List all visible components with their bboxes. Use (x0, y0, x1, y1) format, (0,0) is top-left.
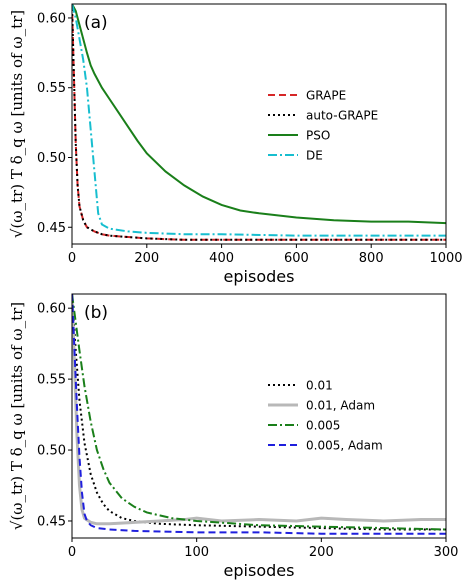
series-line-0-005 (72, 294, 446, 531)
plot-frame (71, 293, 447, 539)
x-tick-label: 400 (209, 251, 234, 266)
series-line-pso (72, 4, 446, 225)
panel-label: (b) (84, 303, 108, 323)
x-tick-label: 200 (309, 545, 334, 560)
y-tick-label: 0.55 (37, 81, 66, 96)
y-tick-label: 0.50 (37, 444, 66, 459)
y-axis-label: √(ω_tr) T δ_q ω [units of ω_tr] (8, 302, 26, 530)
legend-entry: GRAPE (306, 89, 346, 103)
y-tick-label: 0.45 (37, 221, 66, 236)
y-tick-label: 0.45 (37, 514, 66, 529)
x-tick-label: 800 (359, 251, 384, 266)
x-tick-label: 300 (434, 545, 459, 560)
series-line-de (72, 4, 446, 237)
x-tick-label: 0 (68, 251, 76, 266)
chart-panel-b: 0 100 200 300 0.45 0.50 0.55 0.60 episodes √(ω_tr… (8, 293, 459, 580)
legend-entry: 0.01 (306, 379, 333, 393)
y-tick-label: 0.55 (37, 373, 66, 388)
x-tick-label: 100 (184, 545, 209, 560)
x-tick-label: 0 (68, 545, 76, 560)
y-tick-label: 0.60 (37, 302, 66, 317)
legend-entry: PSO (306, 129, 330, 143)
panel-label: (a) (84, 13, 108, 33)
x-axis-label: episodes (224, 267, 295, 286)
x-tick-label: 200 (134, 251, 159, 266)
y-tick-label: 0.50 (37, 151, 66, 166)
legend-entry: DE (306, 149, 323, 163)
x-axis-label: episodes (224, 561, 295, 580)
legend-entry: 0.005 (306, 419, 340, 433)
x-tick-label: 1000 (429, 251, 462, 266)
legend-entry: 0.01, Adam (306, 399, 375, 413)
series-line-0-01 (72, 294, 446, 531)
legend-entry: auto-GRAPE (306, 109, 378, 123)
series-line-grape (72, 4, 446, 241)
plot-frame (71, 3, 447, 245)
series-line-0-01-adam (72, 294, 446, 526)
series-line-0-005-adam (72, 294, 446, 535)
y-tick-label: 0.60 (37, 11, 66, 26)
chart-panel-a: 0 200 400 600 800 1000 0.45 0.50 0.55 0.60 episode… (8, 3, 463, 286)
series-line-auto-grape (72, 4, 446, 241)
x-tick-label: 600 (284, 251, 309, 266)
legend-entry: 0.005, Adam (306, 439, 383, 453)
y-axis-label: √(ω_tr) T δ_q ω [units of ω_tr] (8, 10, 26, 238)
legend: 0.01 0.01, Adam 0.005 0.005, Adam (268, 379, 383, 453)
legend: GRAPE auto-GRAPE PSO DE (268, 89, 378, 163)
